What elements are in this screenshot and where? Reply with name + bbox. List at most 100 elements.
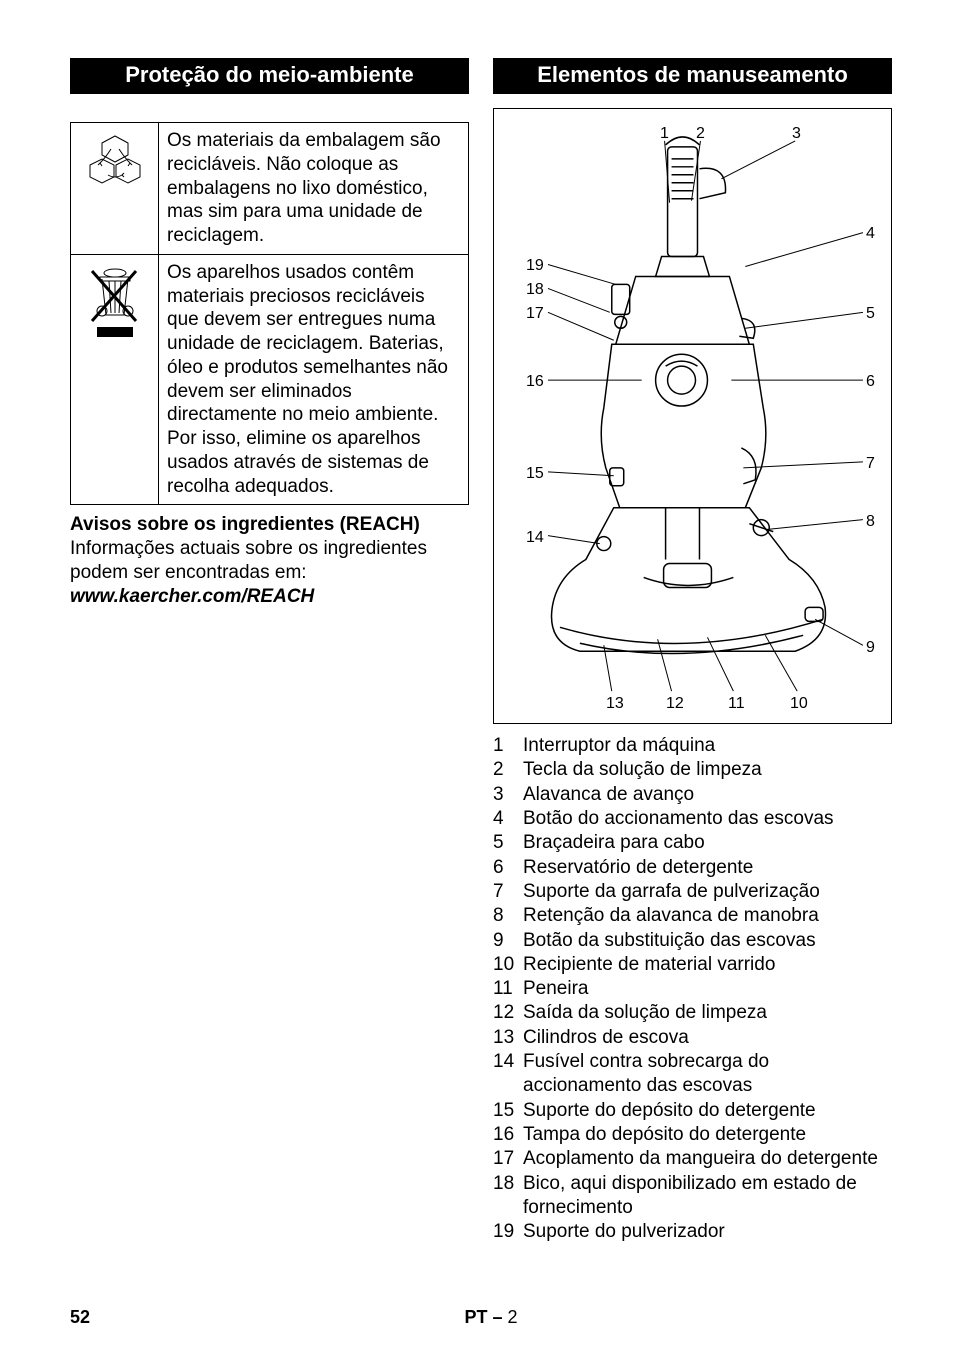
parts-list-number: 15 <box>493 1099 523 1123</box>
parts-list-text: Bico, aqui disponibilizado em estado de … <box>523 1172 892 1221</box>
diagram-label-8: 8 <box>866 513 875 531</box>
parts-list-text: Tampa do depósito do detergente <box>523 1123 892 1147</box>
parts-list-text: Braçadeira para cabo <box>523 831 892 855</box>
footer-seq: 2 <box>508 1307 518 1327</box>
parts-list-text: Acoplamento da mangueira do detergente <box>523 1147 892 1171</box>
parts-list-text: Recipiente de material varrido <box>523 953 892 977</box>
parts-list-row: 1Interruptor da máquina <box>493 734 892 758</box>
parts-list-number: 6 <box>493 856 523 880</box>
footer-center: PT – 2 <box>90 1307 892 1328</box>
parts-list-text: Botão da substituição das escovas <box>523 929 892 953</box>
parts-list-text: Retenção da alavanca de manobra <box>523 904 892 928</box>
footer-dash: – <box>488 1307 508 1327</box>
parts-list-number: 4 <box>493 807 523 831</box>
parts-list-row: 15Suporte do depósito do detergente <box>493 1099 892 1123</box>
diagram-label-11: 11 <box>728 695 745 713</box>
parts-list-row: 17Acoplamento da mangueira do detergente <box>493 1147 892 1171</box>
parts-list-number: 5 <box>493 831 523 855</box>
diagram-label-5: 5 <box>866 305 875 323</box>
footer-page-number: 52 <box>70 1307 90 1328</box>
parts-list-row: 19Suporte do pulverizador <box>493 1220 892 1244</box>
parts-list-number: 1 <box>493 734 523 758</box>
parts-list-text: Alavanca de avanço <box>523 783 892 807</box>
diagram-label-15: 15 <box>526 465 544 483</box>
parts-list-number: 3 <box>493 783 523 807</box>
parts-list-text: Peneira <box>523 977 892 1001</box>
parts-list-row: 2Tecla da solução de limpeza <box>493 758 892 782</box>
diagram-label-18: 18 <box>526 281 544 299</box>
diagram-label-3: 3 <box>792 125 801 143</box>
parts-list-text: Suporte do depósito do detergente <box>523 1099 892 1123</box>
parts-list-row: 9Botão da substituição das escovas <box>493 929 892 953</box>
parts-list-number: 19 <box>493 1220 523 1244</box>
parts-list: 1Interruptor da máquina2Tecla da solução… <box>493 734 892 1245</box>
weee-text: Os aparelhos usados contêm materiais pre… <box>159 254 469 505</box>
reach-title: Avisos sobre os ingredientes (REACH) <box>70 513 469 537</box>
reach-url: www.kaercher.com/REACH <box>70 585 469 609</box>
parts-list-number: 18 <box>493 1172 523 1221</box>
parts-list-text: Suporte da garrafa de pulverização <box>523 880 892 904</box>
parts-list-number: 2 <box>493 758 523 782</box>
parts-list-text: Tecla da solução de limpeza <box>523 758 892 782</box>
parts-list-text: Interruptor da máquina <box>523 734 892 758</box>
parts-list-row: 10Recipiente de material varrido <box>493 953 892 977</box>
parts-list-row: 5Braçadeira para cabo <box>493 831 892 855</box>
parts-list-number: 8 <box>493 904 523 928</box>
parts-list-number: 14 <box>493 1050 523 1099</box>
diagram-label-17: 17 <box>526 305 544 323</box>
diagram-label-1: 1 <box>660 125 669 143</box>
table-row: Os materiais da embalagem são reciclávei… <box>71 123 469 255</box>
weee-icon-cell <box>71 254 159 505</box>
weee-icon <box>86 265 144 343</box>
parts-list-number: 16 <box>493 1123 523 1147</box>
diagram-label-19: 19 <box>526 257 544 275</box>
diagram-label-14: 14 <box>526 529 544 547</box>
table-row: Os aparelhos usados contêm materiais pre… <box>71 254 469 505</box>
recycle-icon <box>82 133 148 191</box>
parts-list-text: Cilindros de escova <box>523 1026 892 1050</box>
diagram-label-10: 10 <box>790 695 808 713</box>
parts-list-row: 12Saída da solução de limpeza <box>493 1001 892 1025</box>
diagram-label-2: 2 <box>696 125 705 143</box>
parts-list-number: 12 <box>493 1001 523 1025</box>
parts-list-number: 9 <box>493 929 523 953</box>
environment-table: Os materiais da embalagem são reciclávei… <box>70 122 469 505</box>
footer-lang: PT <box>464 1307 487 1327</box>
diagram-label-12: 12 <box>666 695 684 713</box>
parts-list-number: 10 <box>493 953 523 977</box>
parts-list-row: 3Alavanca de avanço <box>493 783 892 807</box>
parts-list-row: 16Tampa do depósito do detergente <box>493 1123 892 1147</box>
diagram-label-6: 6 <box>866 373 875 391</box>
recycle-icon-cell <box>71 123 159 255</box>
reach-body: Informações actuais sobre os ingrediente… <box>70 537 469 585</box>
diagram-label-16: 16 <box>526 373 544 391</box>
heading-environment: Proteção do meio-ambiente <box>70 58 469 94</box>
device-illustration <box>494 109 891 723</box>
parts-list-number: 7 <box>493 880 523 904</box>
parts-list-text: Fusível contra sobrecarga do accionament… <box>523 1050 892 1099</box>
parts-list-row: 18Bico, aqui disponibilizado em estado d… <box>493 1172 892 1221</box>
diagram-label-4: 4 <box>866 225 875 243</box>
reach-block: Avisos sobre os ingredientes (REACH) Inf… <box>70 513 469 608</box>
parts-list-text: Saída da solução de limpeza <box>523 1001 892 1025</box>
parts-list-text: Reservatório de detergente <box>523 856 892 880</box>
diagram-label-9: 9 <box>866 639 875 657</box>
device-diagram: 1 2 3 4 5 6 7 8 9 10 11 12 13 14 15 16 1… <box>493 108 892 724</box>
parts-list-row: 8Retenção da alavanca de manobra <box>493 904 892 928</box>
heading-controls: Elementos de manuseamento <box>493 58 892 94</box>
parts-list-number: 17 <box>493 1147 523 1171</box>
parts-list-number: 11 <box>493 977 523 1001</box>
parts-list-text: Suporte do pulverizador <box>523 1220 892 1244</box>
parts-list-row: 13Cilindros de escova <box>493 1026 892 1050</box>
parts-list-row: 14Fusível contra sobrecarga do accioname… <box>493 1050 892 1099</box>
diagram-label-7: 7 <box>866 455 875 473</box>
parts-list-row: 4Botão do accionamento das escovas <box>493 807 892 831</box>
recycle-text: Os materiais da embalagem são reciclávei… <box>159 123 469 255</box>
parts-list-row: 6Reservatório de detergente <box>493 856 892 880</box>
parts-list-row: 7Suporte da garrafa de pulverização <box>493 880 892 904</box>
diagram-label-13: 13 <box>606 695 624 713</box>
parts-list-number: 13 <box>493 1026 523 1050</box>
parts-list-row: 11Peneira <box>493 977 892 1001</box>
page-footer: 52 PT – 2 <box>70 1307 892 1328</box>
parts-list-text: Botão do accionamento das escovas <box>523 807 892 831</box>
